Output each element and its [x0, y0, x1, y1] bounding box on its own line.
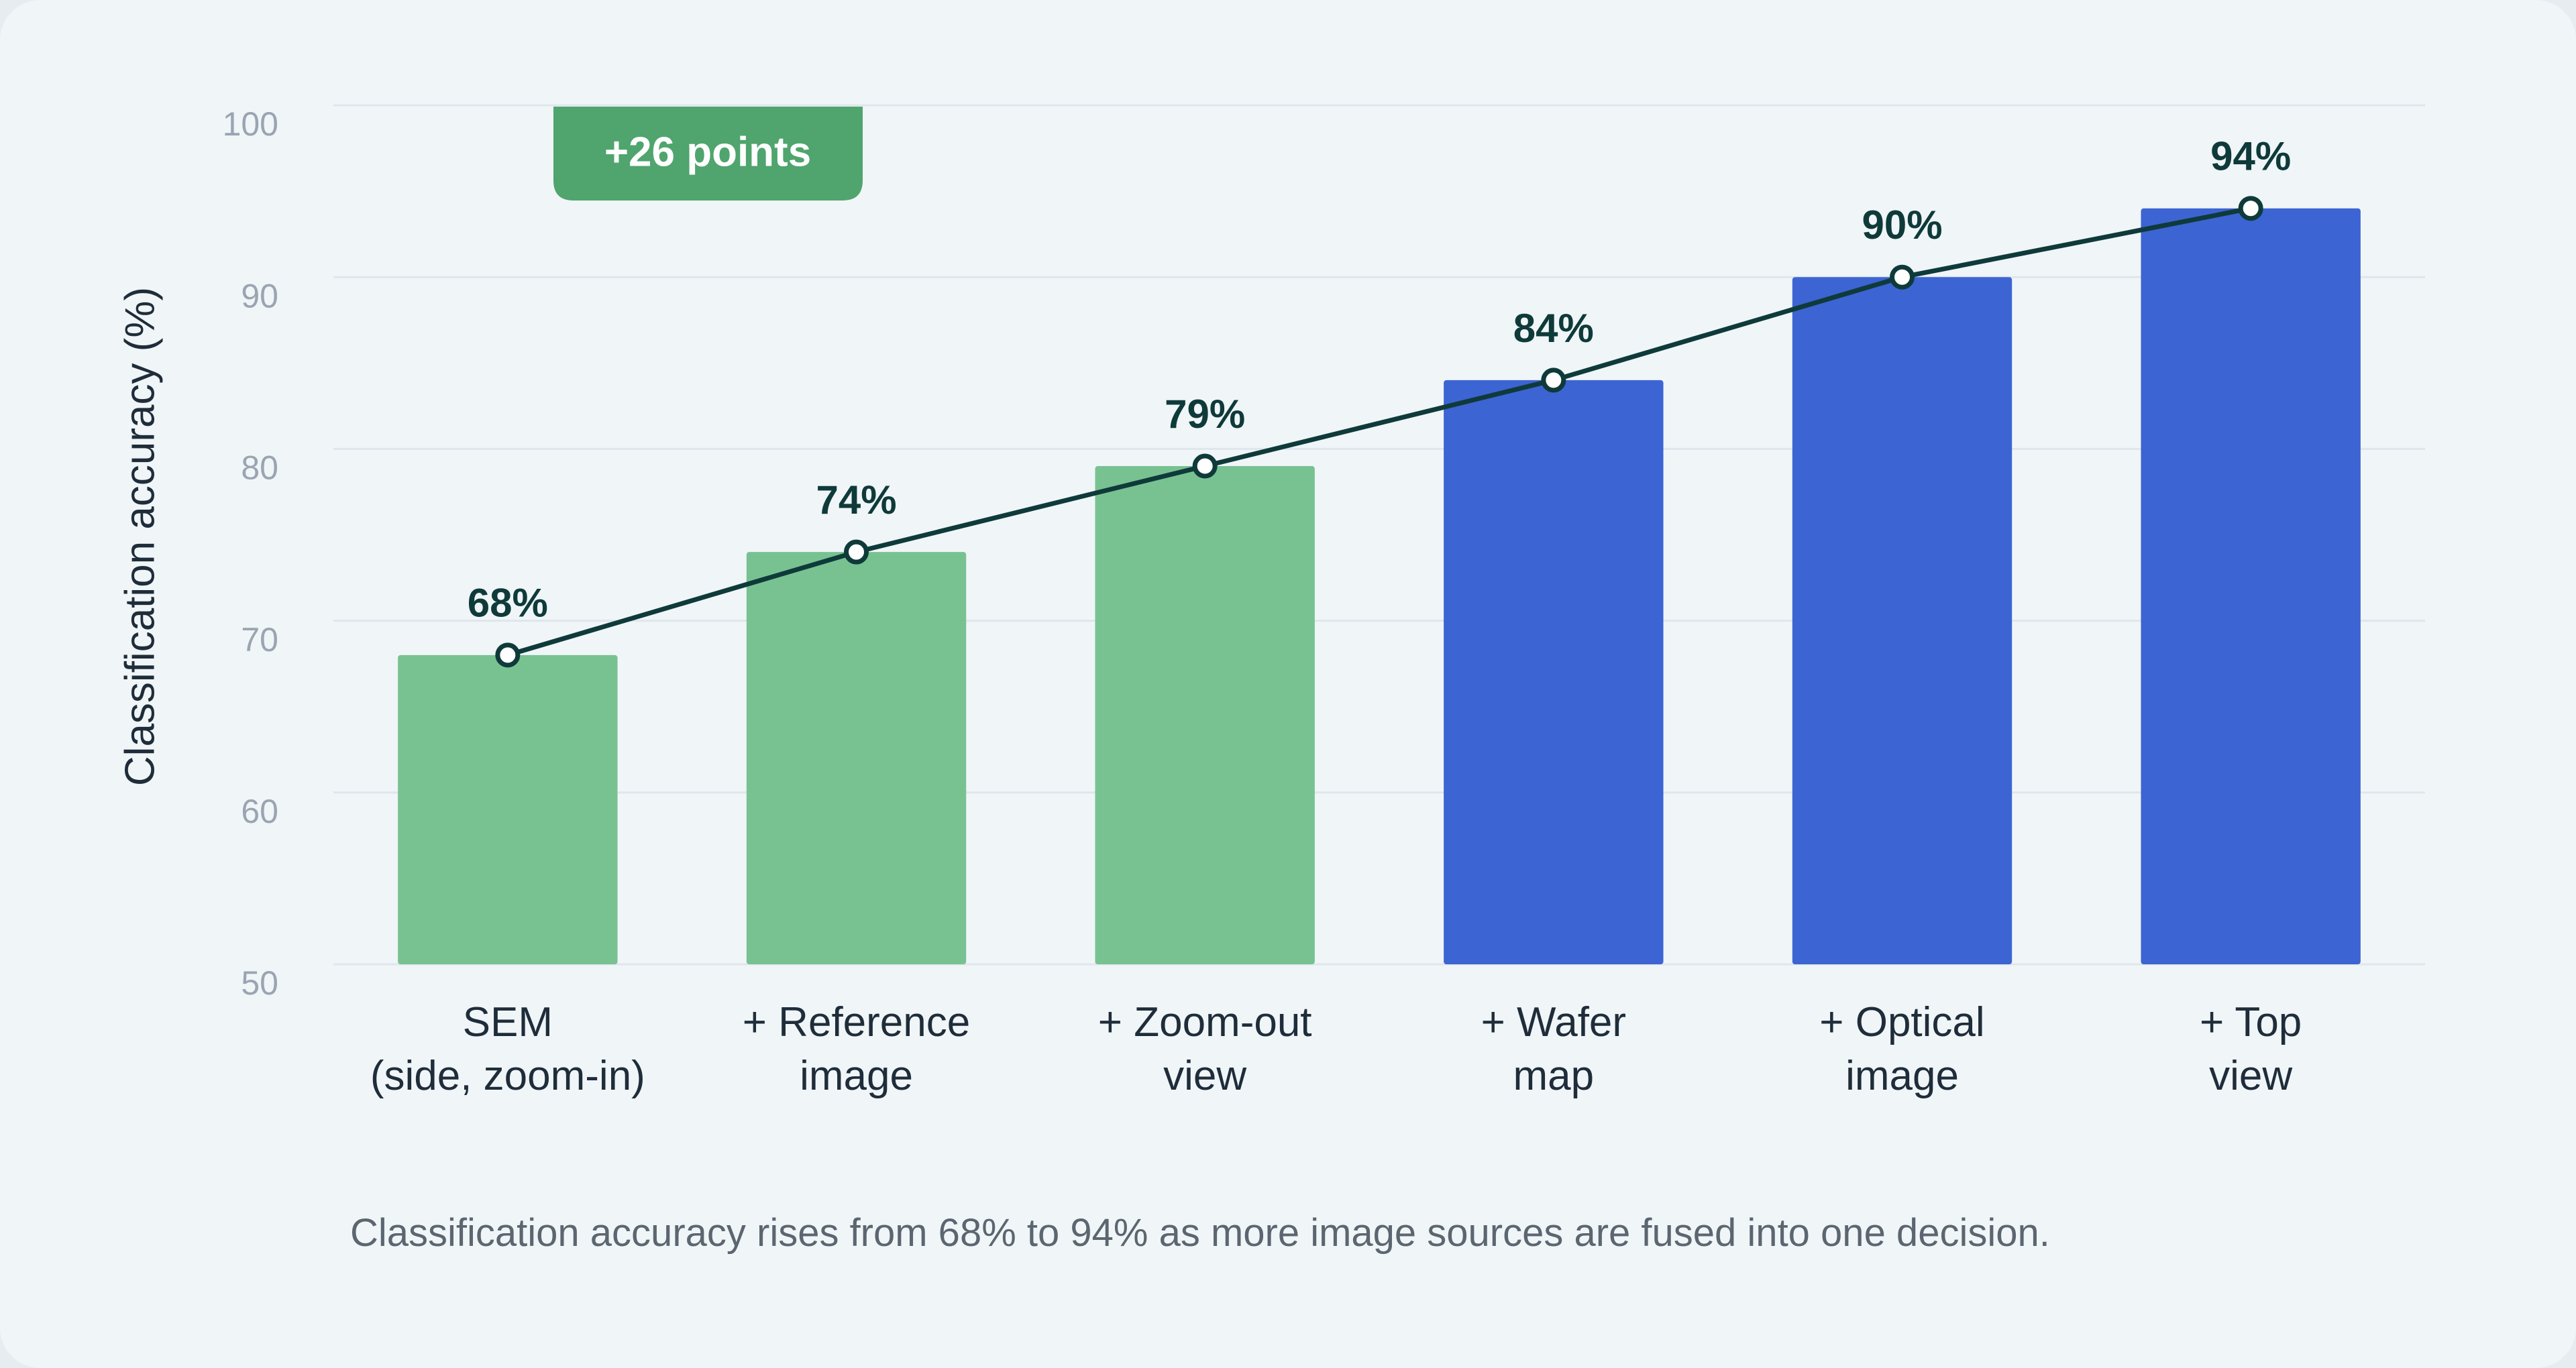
y-tick-label: 60	[241, 793, 278, 830]
bar	[2141, 208, 2361, 965]
y-tick-label: 90	[241, 277, 278, 315]
trend-line	[506, 206, 2251, 658]
x-tick-label: + Reference image	[742, 999, 971, 1099]
y-tick-label: 50	[241, 964, 278, 1002]
caption: Classification accuracy rises from 68% t…	[350, 1211, 2050, 1255]
value-label: 94%	[2210, 134, 2291, 179]
bar	[1444, 380, 1664, 964]
x-tick-label: + Top view	[2200, 999, 2302, 1099]
x-tick-label: + Zoom-out view	[1097, 999, 1312, 1099]
x-tick-label: SEM (side, zoom-in)	[370, 999, 645, 1099]
value-label: 84%	[1513, 306, 1594, 351]
value-label: 68%	[468, 581, 548, 626]
annotation-badge	[553, 107, 863, 201]
y-axis-title: Classification accuracy (%)	[117, 287, 163, 786]
value-label: 79%	[1165, 392, 1245, 437]
point	[1890, 264, 1915, 290]
bar	[1095, 466, 1315, 964]
bar	[1792, 277, 2012, 965]
point	[844, 539, 869, 565]
bar	[398, 654, 618, 964]
bar	[746, 552, 967, 964]
y-tick-label: 100	[223, 105, 278, 143]
value-label: 74%	[816, 477, 896, 522]
point	[1192, 453, 1218, 479]
point	[1541, 367, 1566, 393]
x-tick-label: + Optical image	[1819, 999, 1985, 1099]
y-tick-label: 70	[241, 621, 278, 659]
point	[495, 642, 521, 668]
y-tick-label: 80	[241, 449, 278, 487]
point	[2238, 196, 2263, 221]
value-label: 90%	[1862, 203, 1942, 247]
x-tick-label: + Wafer map	[1481, 999, 1627, 1099]
annotation-text: +26 points	[604, 129, 811, 175]
